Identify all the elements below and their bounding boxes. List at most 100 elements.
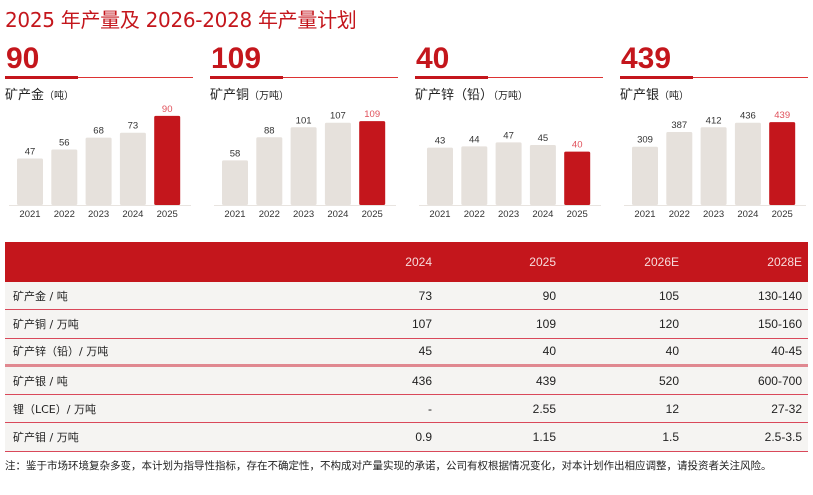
table-cell: 120: [658, 316, 679, 331]
table-cell: 130-140: [757, 288, 802, 303]
chart-panel: 439 矿产银（吨） 309 2021 387 2022 412 2023 436 2024 43…: [620, 40, 808, 220]
bar-2025: [359, 121, 386, 205]
x-tick-label: 2022: [54, 209, 75, 220]
data-label: 109: [364, 109, 380, 120]
table-cell: 150-160: [757, 316, 802, 331]
bar-chart: 58 2021 88 2022 101 2023 107 2024 109 2025: [214, 109, 396, 220]
headline-value: 439: [621, 42, 672, 75]
metal-name: 矿产锌（铅）: [415, 88, 494, 103]
table-cell: 2.5-3.5: [764, 430, 802, 445]
header-2024: 2024: [405, 255, 432, 269]
divider-accent: [620, 76, 693, 79]
bar-2023: [495, 142, 522, 205]
table-cell: 40: [665, 344, 679, 359]
bar-2022: [51, 149, 78, 205]
x-tick-label: 2022: [259, 209, 280, 220]
chart-panel: 109 矿产铜（万吨） 58 2021 88 2022 101 2023 107 2024 109…: [210, 40, 398, 220]
divider: [5, 77, 193, 78]
data-label: 107: [330, 111, 346, 122]
bar-2025: [769, 122, 796, 205]
bar-2023: [290, 127, 317, 205]
table-cell: 107: [411, 316, 432, 331]
table-cell: 40-45: [771, 344, 802, 359]
bar-2021: [427, 147, 453, 205]
x-tick-label: 2022: [669, 209, 690, 220]
table-cell: 27-32: [771, 401, 802, 416]
bar-2025: [564, 151, 591, 205]
data-label: 88: [264, 125, 275, 136]
x-tick-label: 2025: [772, 209, 793, 220]
bar-2023: [700, 127, 727, 205]
data-label: 47: [25, 146, 36, 157]
table-cell: 73: [418, 288, 432, 303]
chart-panel: 90 矿产金（吨） 47 2021 56 2022 68 2023 73 2024 90 2025: [5, 40, 193, 220]
x-tick-label: 2023: [88, 209, 109, 220]
data-label: 436: [740, 111, 756, 122]
x-tick-label: 2025: [567, 209, 588, 220]
footnote: 注：鉴于市场环境复杂多变，本计划为指导性指标，存在不确定性，不构成对产量实现的承…: [5, 460, 772, 472]
data-label: 56: [59, 138, 70, 149]
row-label: 矿产金 / 吨: [13, 289, 68, 303]
bar-chart: 309 2021 387 2022 412 2023 436 2024 439 2025: [624, 110, 806, 220]
row-label: 锂（LCE）/ 万吨: [13, 402, 96, 416]
row-label: 矿产银 / 吨: [13, 374, 68, 388]
table-row: 矿产银 / 吨 436 439 520 600-700: [5, 366, 808, 396]
unit: （万吨）: [249, 91, 290, 102]
headline-value: 90: [6, 42, 40, 75]
x-tick-label: 2025: [157, 209, 178, 220]
data-label: 43: [435, 136, 446, 147]
bar-2023: [85, 137, 112, 205]
table-header: 2024 2025 2026E 2028E: [5, 242, 808, 282]
table-cell: 12: [665, 401, 679, 416]
table-cell: 439: [535, 373, 556, 388]
bar-2021: [632, 146, 658, 205]
data-label: 90: [162, 104, 173, 115]
data-label: 58: [230, 148, 241, 159]
bar-2024: [324, 122, 351, 205]
divider-accent: [210, 76, 283, 79]
table-cell: 45: [418, 344, 432, 359]
row-label: 矿产钼 / 万吨: [13, 431, 79, 445]
chart-label: 矿产银（吨）: [620, 84, 689, 103]
headline-value: 40: [416, 42, 450, 75]
data-label: 73: [128, 121, 139, 132]
table-cell: 600-700: [757, 373, 802, 388]
x-tick-label: 2023: [293, 209, 314, 220]
x-tick-label: 2024: [737, 209, 758, 220]
divider: [210, 77, 398, 78]
table-cell: 1.5: [662, 430, 679, 445]
bar-2022: [666, 131, 693, 205]
table-row: 矿产铜 / 万吨 107 109 120 150-160: [5, 310, 808, 339]
chart-panel: 40 矿产锌（铅）（万吨） 43 2021 44 2022 47 2023 45 2024 40 2…: [415, 40, 603, 220]
x-tick-label: 2021: [429, 209, 450, 220]
data-label: 101: [296, 115, 312, 126]
page-title: 2025 年产量及 2026-2028 年产量计划: [5, 8, 357, 32]
data-label: 387: [671, 120, 687, 131]
x-tick-label: 2022: [464, 209, 485, 220]
headline-value: 109: [211, 42, 262, 75]
bar-chart: 47 2021 56 2022 68 2023 73 2024 90 2025: [9, 104, 191, 220]
x-tick-label: 2023: [703, 209, 724, 220]
table-row: 矿产锌（铅）/ 万吨 45 40 40 40-45: [5, 338, 808, 367]
divider: [415, 77, 603, 78]
chart-label: 矿产锌（铅）（万吨）: [415, 84, 528, 103]
bar-2024: [734, 122, 761, 205]
x-tick-label: 2021: [19, 209, 40, 220]
table-cell: 2.55: [532, 401, 556, 416]
x-tick-label: 2021: [634, 209, 655, 220]
data-label: 412: [706, 115, 722, 126]
bar-2025: [154, 115, 181, 205]
row-label: 矿产铜 / 万吨: [13, 317, 79, 331]
bar-2024: [119, 132, 146, 205]
header-2026e: 2026E: [644, 255, 679, 269]
data-label: 47: [503, 130, 514, 141]
x-tick-label: 2021: [224, 209, 245, 220]
divider: [620, 77, 808, 78]
table-cell: 1.15: [532, 430, 556, 445]
data-label: 309: [637, 135, 653, 146]
table-row: 矿产钼 / 万吨 0.9 1.15 1.5 2.5-3.5: [5, 423, 808, 452]
x-tick-label: 2024: [122, 209, 143, 220]
header-2025: 2025: [529, 255, 556, 269]
header-2028e: 2028E: [767, 255, 802, 269]
bar-2021: [17, 158, 43, 205]
